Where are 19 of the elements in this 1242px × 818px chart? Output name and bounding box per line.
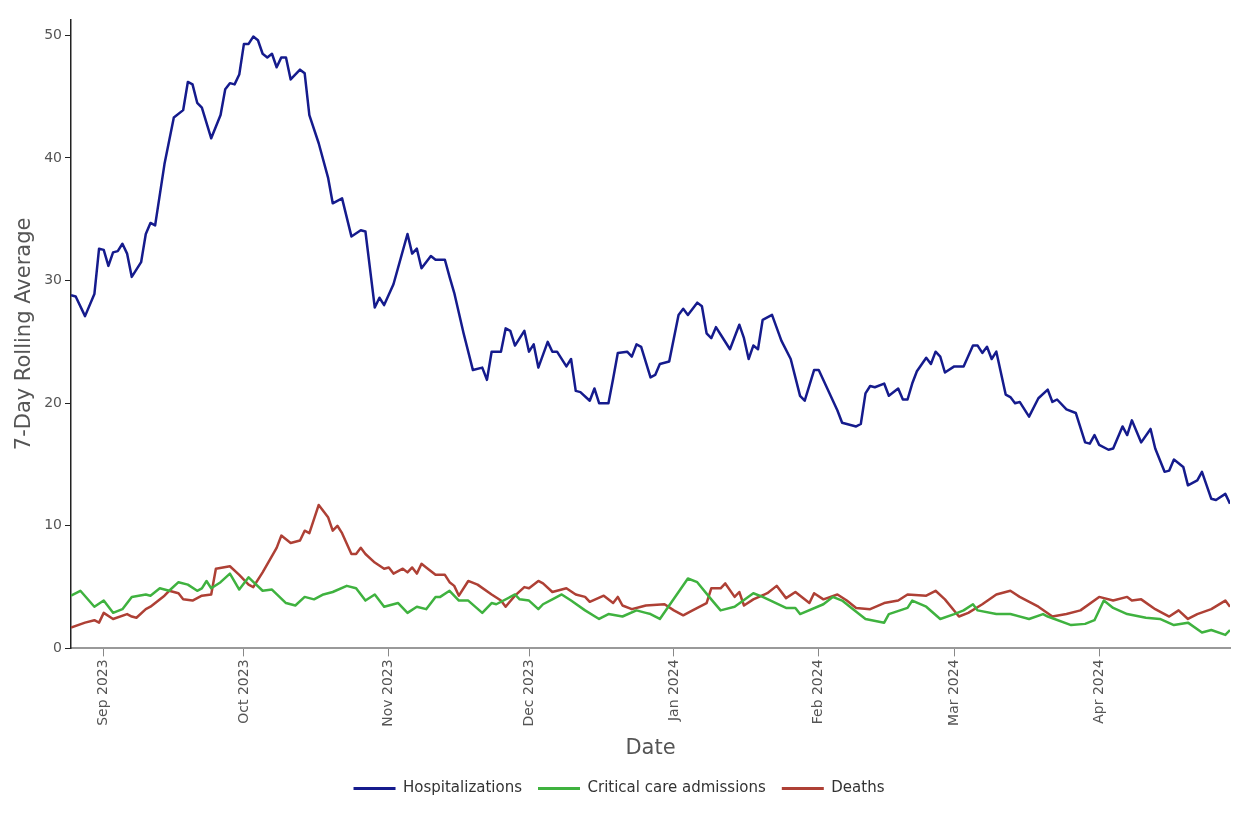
x-tick-label: Dec 2023 [519, 659, 536, 727]
x-tick-label: Feb 2024 [809, 659, 826, 725]
x-tick-label: Nov 2023 [379, 659, 396, 727]
x-tick-label: Mar 2024 [944, 659, 961, 726]
y-tick-label: 40 [44, 148, 63, 165]
y-tick-label: 10 [44, 516, 63, 533]
x-axis-title: Date [625, 734, 676, 759]
y-tick-label: 50 [44, 25, 63, 42]
legend-label: Hospitalizations [403, 778, 523, 797]
y-tick-label: 30 [44, 271, 63, 288]
x-tick-label: Apr 2024 [1089, 659, 1106, 724]
y-tick-label: 20 [44, 393, 63, 410]
legend-label: Critical care admissions [587, 778, 766, 797]
x-tick-label: Jan 2024 [664, 659, 681, 723]
x-tick-label: Oct 2023 [234, 659, 251, 724]
y-tick-label: 0 [53, 639, 63, 656]
y-axis-title: 7-Day Rolling Average [11, 217, 36, 451]
x-tick-label: Sep 2023 [94, 659, 111, 726]
legend-label: Deaths [831, 778, 885, 797]
